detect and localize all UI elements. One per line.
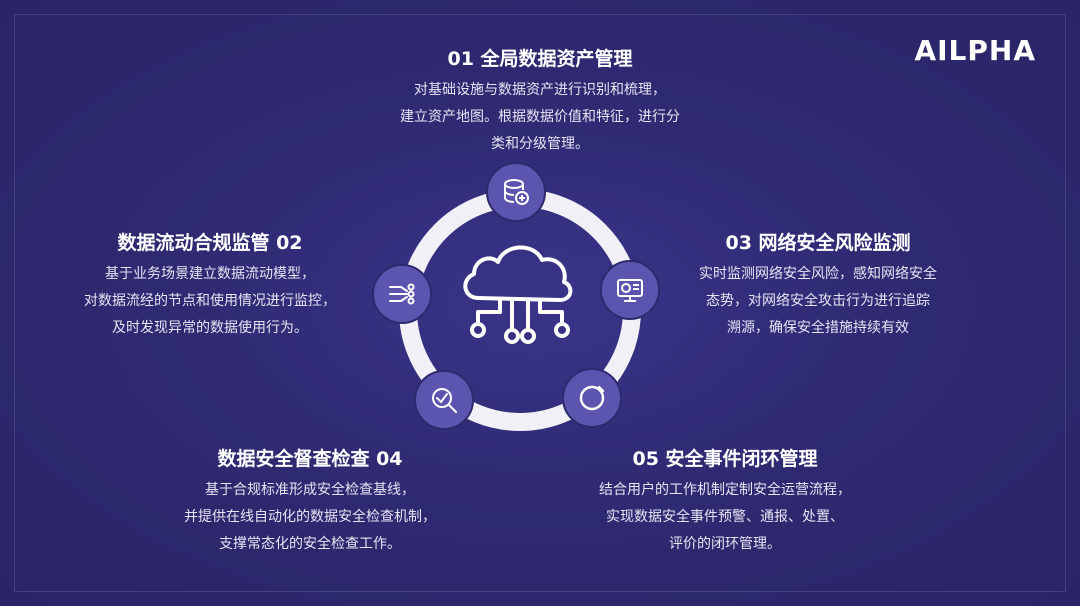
item-3-line-2: 态势，对网络安全攻击行为进行追踪	[706, 293, 930, 309]
item-2-line-1: 基于业务场景建立数据流动模型，	[105, 266, 315, 282]
slide-frame	[14, 14, 1066, 592]
item-1-line-2: 建立资产地图。根据数据价值和特征，进行分	[400, 109, 680, 125]
item-4-title: 数据安全督查检查 04	[217, 448, 403, 470]
database-icon	[486, 162, 546, 222]
item-5-block: 05 安全事件闭环管理 结合用户的工作机制定制安全运营流程， 实现数据安全事件预…	[560, 444, 890, 558]
item-1-line-3: 类和分级管理。	[491, 136, 589, 152]
item-2-block: 数据流动合规监管 02 基于业务场景建立数据流动模型， 对数据流经的节点和使用情…	[40, 228, 380, 342]
item-3-line-1: 实时监测网络安全风险，感知网络安全	[699, 266, 937, 282]
item-5-title: 05 安全事件闭环管理	[632, 448, 818, 470]
refresh-cycle-icon	[562, 368, 622, 428]
item-4-line-1: 基于合规标准形成安全检查基线，	[205, 482, 415, 498]
item-5-line-3: 评价的闭环管理。	[669, 536, 781, 552]
item-2-line-3: 及时发现异常的数据使用行为。	[112, 320, 308, 336]
item-4-line-3: 支撑常态化的安全检查工作。	[219, 536, 401, 552]
item-5-line-2: 实现数据安全事件预警、通报、处置、	[606, 509, 844, 525]
item-3-block: 03 网络安全风险监测 实时监测网络安全风险，感知网络安全 态势，对网络安全攻击…	[668, 228, 968, 342]
monitor-chart-icon	[600, 260, 660, 320]
magnifier-check-icon	[414, 370, 474, 430]
item-1-title: 01 全局数据资产管理	[447, 48, 633, 70]
item-1-block: 01 全局数据资产管理 对基础设施与数据资产进行识别和梳理， 建立资产地图。根据…	[340, 44, 740, 158]
item-2-line-2: 对数据流经的节点和使用情况进行监控，	[84, 293, 336, 309]
item-5-line-1: 结合用户的工作机制定制安全运营流程，	[599, 482, 851, 498]
item-1-line-1: 对基础设施与数据资产进行识别和梳理，	[414, 82, 666, 98]
item-4-line-2: 并提供在线自动化的数据安全检查机制，	[184, 509, 436, 525]
cycle-diagram	[370, 160, 670, 460]
brand-logo: AILPHA	[914, 34, 1036, 67]
item-3-line-3: 溯源，确保安全措施持续有效	[727, 320, 909, 336]
item-2-title: 数据流动合规监管 02	[117, 232, 303, 254]
data-flow-icon	[372, 264, 432, 324]
item-4-block: 数据安全督查检查 04 基于合规标准形成安全检查基线， 并提供在线自动化的数据安…	[130, 444, 490, 558]
item-3-title: 03 网络安全风险监测	[725, 232, 911, 254]
cloud-network-icon	[463, 245, 573, 344]
